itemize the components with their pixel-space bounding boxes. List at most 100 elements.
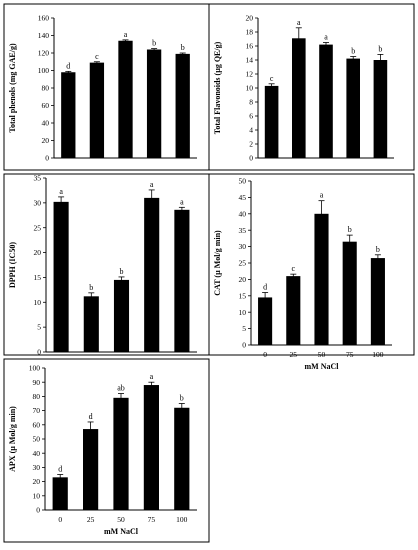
significance-letter: d bbox=[58, 465, 62, 474]
panel-cat: 0 5 10 15 20 25 30 35 40 45 50 d 0 c 25 a 50 b 75 b 100 CAT (… bbox=[208, 173, 415, 371]
significance-letter: ab bbox=[117, 384, 125, 393]
bar bbox=[83, 296, 99, 352]
panel-frame bbox=[208, 3, 415, 171]
y-tick-label: 80 bbox=[33, 392, 41, 401]
y-tick-label: 10 bbox=[34, 298, 42, 307]
y-tick-label: 16 bbox=[246, 42, 254, 51]
y-tick-label: 25 bbox=[34, 223, 42, 232]
bar bbox=[146, 49, 162, 158]
y-tick-label: 20 bbox=[246, 14, 254, 23]
y-tick-label: 100 bbox=[29, 364, 41, 373]
y-tick-label: 30 bbox=[34, 198, 42, 207]
bar bbox=[264, 85, 279, 158]
significance-letter: b bbox=[348, 225, 352, 234]
y-axis-label: DPPH (IC50) bbox=[8, 242, 17, 288]
y-tick-label: 60 bbox=[42, 101, 50, 110]
x-tick-label: 50 bbox=[318, 350, 326, 359]
bar bbox=[292, 38, 306, 158]
bar bbox=[342, 241, 357, 345]
y-tick-label: 80 bbox=[42, 84, 50, 93]
bar bbox=[314, 213, 329, 345]
x-tick-label: 25 bbox=[290, 350, 298, 359]
significance-letter: a bbox=[180, 197, 184, 206]
panel-frame bbox=[3, 358, 210, 543]
x-axis-label: mM NaCl bbox=[104, 527, 139, 536]
y-tick-label: 90 bbox=[33, 378, 41, 387]
y-tick-label: 8 bbox=[249, 98, 253, 107]
y-tick-label: 60 bbox=[33, 420, 41, 429]
significance-letter: a bbox=[124, 30, 128, 39]
y-tick-label: 0 bbox=[242, 341, 246, 350]
y-tick-label: 140 bbox=[38, 31, 50, 40]
bar bbox=[83, 429, 99, 510]
y-tick-label: 0 bbox=[249, 154, 253, 163]
y-tick-label: 40 bbox=[33, 449, 41, 458]
bar bbox=[61, 72, 76, 158]
y-tick-label: 6 bbox=[249, 112, 253, 121]
y-tick-label: 50 bbox=[33, 435, 41, 444]
y-tick-label: 20 bbox=[34, 248, 42, 257]
significance-letter: a bbox=[324, 33, 328, 42]
y-tick-label: 10 bbox=[33, 491, 41, 500]
x-tick-label: 0 bbox=[58, 515, 62, 524]
bar bbox=[118, 40, 133, 158]
bar bbox=[175, 53, 190, 158]
panel-total-phenols: 0 20 40 60 80 100 120 140 160 d c a b b Total phenols … bbox=[3, 3, 210, 171]
y-tick-label: 20 bbox=[239, 275, 247, 284]
y-tick-label: 0 bbox=[37, 348, 41, 357]
bar bbox=[373, 60, 388, 158]
significance-letter: b bbox=[180, 394, 184, 403]
x-tick-label: 25 bbox=[87, 515, 95, 524]
bar bbox=[174, 407, 190, 510]
y-tick-label: 70 bbox=[33, 406, 41, 415]
significance-letter: b bbox=[89, 283, 93, 292]
y-tick-label: 100 bbox=[38, 66, 50, 75]
significance-letter: d bbox=[263, 283, 267, 292]
significance-letter: c bbox=[95, 52, 99, 61]
bar bbox=[53, 201, 69, 352]
bar bbox=[89, 62, 105, 158]
x-tick-label: 0 bbox=[263, 350, 267, 359]
bar bbox=[174, 209, 190, 352]
significance-letter: d bbox=[66, 61, 70, 70]
y-tick-label: 50 bbox=[239, 177, 247, 186]
panel-total-flavonoids: 0 2 4 6 8 10 12 14 16 18 20 c a a b b Total Flavonoids (… bbox=[208, 3, 415, 171]
y-axis-label: Total Flavonoids (µg QE/g) bbox=[213, 41, 222, 134]
y-tick-label: 12 bbox=[246, 70, 254, 79]
y-tick-label: 5 bbox=[242, 324, 246, 333]
y-tick-label: 0 bbox=[36, 506, 40, 515]
y-tick-label: 0 bbox=[45, 154, 49, 163]
y-tick-label: 40 bbox=[42, 119, 50, 128]
y-tick-label: 30 bbox=[33, 463, 41, 472]
significance-letter: a bbox=[297, 18, 301, 27]
y-tick-label: 30 bbox=[239, 242, 247, 251]
significance-letter: a bbox=[320, 191, 324, 200]
bar bbox=[319, 44, 333, 158]
bar bbox=[52, 477, 68, 510]
significance-letter: a bbox=[150, 372, 154, 381]
y-tick-label: 15 bbox=[239, 291, 247, 300]
significance-letter: b bbox=[351, 47, 355, 56]
significance-letter: b bbox=[181, 43, 185, 52]
y-axis-label: CAT (µ Mol/g min) bbox=[213, 230, 222, 296]
y-tick-label: 40 bbox=[239, 209, 247, 218]
significance-letter: a bbox=[59, 187, 63, 196]
y-tick-label: 25 bbox=[239, 259, 247, 268]
y-tick-label: 35 bbox=[34, 174, 42, 183]
y-tick-label: 4 bbox=[249, 126, 253, 135]
y-tick-label: 10 bbox=[239, 308, 247, 317]
x-tick-label: 100 bbox=[176, 515, 188, 524]
bar bbox=[113, 279, 130, 352]
x-tick-label: 75 bbox=[148, 515, 156, 524]
bar bbox=[143, 385, 159, 510]
y-tick-label: 20 bbox=[42, 136, 50, 145]
y-tick-label: 120 bbox=[38, 49, 50, 58]
panel-apx: 0 10 20 30 40 50 60 70 80 90 100 d 0 d 25 ab 50 a 75 b 100 AP… bbox=[3, 358, 210, 543]
y-tick-label: 45 bbox=[239, 193, 247, 202]
y-tick-label: 2 bbox=[249, 140, 253, 149]
panel-frame bbox=[208, 173, 415, 356]
bar bbox=[346, 58, 360, 158]
y-tick-label: 14 bbox=[246, 56, 254, 65]
y-tick-label: 15 bbox=[34, 273, 42, 282]
x-axis-label: mM NaCl bbox=[305, 362, 340, 371]
